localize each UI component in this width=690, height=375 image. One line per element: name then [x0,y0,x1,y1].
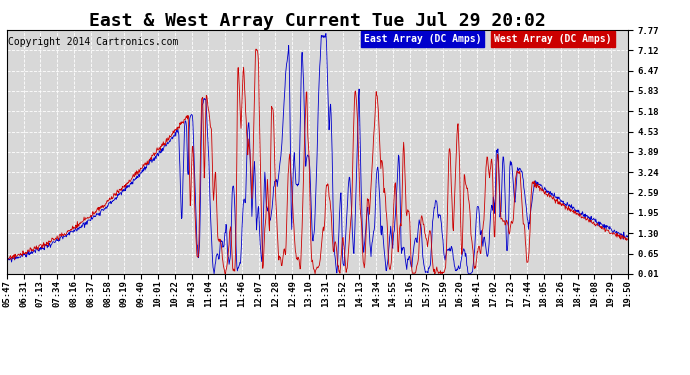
Text: Copyright 2014 Cartronics.com: Copyright 2014 Cartronics.com [8,38,178,47]
Text: East Array (DC Amps): East Array (DC Amps) [364,34,482,44]
Text: West Array (DC Amps): West Array (DC Amps) [494,34,612,44]
Title: East & West Array Current Tue Jul 29 20:02: East & West Array Current Tue Jul 29 20:… [89,12,546,30]
